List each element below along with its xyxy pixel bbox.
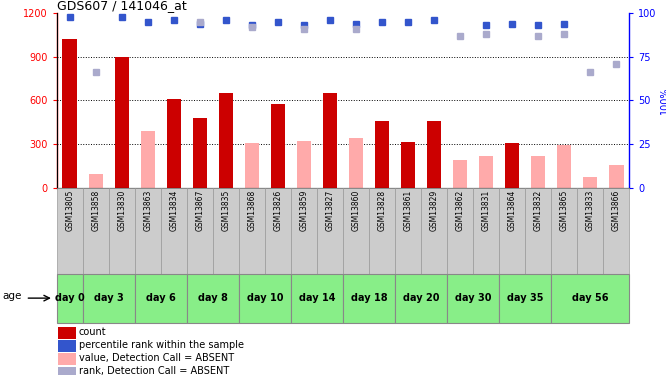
Text: day 6: day 6: [146, 293, 176, 303]
Bar: [577, 188, 603, 274]
Bar: [395, 274, 447, 322]
Text: GSM13830: GSM13830: [117, 190, 126, 231]
Bar: [473, 188, 500, 274]
Bar: [369, 188, 395, 274]
Bar: [531, 156, 545, 188]
Bar: [57, 188, 83, 274]
Y-axis label: 100%: 100%: [659, 87, 666, 114]
Text: GSM13862: GSM13862: [456, 190, 465, 231]
Text: GSM13834: GSM13834: [169, 190, 178, 231]
Text: GSM13827: GSM13827: [326, 190, 334, 231]
Bar: [135, 188, 161, 274]
Bar: [89, 174, 103, 188]
Text: GDS607 / 141046_at: GDS607 / 141046_at: [57, 0, 186, 12]
Text: GSM13828: GSM13828: [378, 190, 386, 231]
Text: GSM13832: GSM13832: [533, 190, 543, 231]
Text: GSM13859: GSM13859: [300, 190, 308, 231]
Bar: [186, 188, 213, 274]
Text: day 30: day 30: [455, 293, 492, 303]
Bar: [291, 274, 343, 322]
Bar: [83, 188, 109, 274]
Bar: [343, 274, 395, 322]
Text: day 0: day 0: [55, 293, 85, 303]
Bar: [135, 274, 186, 322]
Bar: [525, 188, 551, 274]
Text: GSM13867: GSM13867: [195, 190, 204, 231]
Bar: [239, 188, 265, 274]
Bar: [59, 354, 75, 365]
Bar: [109, 188, 135, 274]
Text: day 18: day 18: [351, 293, 388, 303]
Bar: [453, 160, 468, 188]
Bar: [271, 104, 285, 188]
Text: day 56: day 56: [572, 293, 609, 303]
Bar: [239, 274, 291, 322]
Bar: [161, 188, 186, 274]
Text: percentile rank within the sample: percentile rank within the sample: [79, 340, 244, 350]
Bar: [551, 188, 577, 274]
Text: day 14: day 14: [299, 293, 335, 303]
Bar: [291, 188, 317, 274]
Bar: [551, 274, 629, 322]
Text: GSM13829: GSM13829: [430, 190, 439, 231]
Text: age: age: [3, 291, 22, 301]
Bar: [244, 143, 259, 188]
Text: GSM13868: GSM13868: [247, 190, 256, 231]
Text: day 10: day 10: [246, 293, 283, 303]
Bar: [59, 340, 75, 352]
Text: GSM13860: GSM13860: [352, 190, 360, 231]
Bar: [218, 93, 233, 188]
Bar: [395, 188, 421, 274]
Bar: [59, 327, 75, 339]
Text: value, Detection Call = ABSENT: value, Detection Call = ABSENT: [79, 353, 234, 363]
Bar: [115, 57, 129, 188]
Bar: [349, 138, 363, 188]
Bar: [57, 274, 83, 322]
Bar: [447, 188, 473, 274]
Text: GSM13831: GSM13831: [482, 190, 491, 231]
Bar: [141, 131, 155, 188]
Text: GSM13861: GSM13861: [404, 190, 412, 231]
Bar: [63, 39, 77, 188]
Text: GSM13865: GSM13865: [560, 190, 569, 231]
Text: day 3: day 3: [94, 293, 124, 303]
Bar: [447, 274, 500, 322]
Bar: [583, 177, 597, 188]
Text: count: count: [79, 327, 107, 337]
Text: day 35: day 35: [507, 293, 543, 303]
Bar: [479, 156, 494, 188]
Bar: [192, 118, 207, 188]
Bar: [375, 122, 389, 188]
Bar: [343, 188, 369, 274]
Bar: [401, 142, 415, 188]
Bar: [297, 141, 311, 188]
Text: GSM13866: GSM13866: [612, 190, 621, 231]
Text: GSM13833: GSM13833: [586, 190, 595, 231]
Text: GSM13835: GSM13835: [221, 190, 230, 231]
Bar: [213, 188, 239, 274]
Text: day 8: day 8: [198, 293, 228, 303]
Bar: [83, 274, 135, 322]
Text: GSM13858: GSM13858: [91, 190, 100, 231]
Bar: [421, 188, 447, 274]
Bar: [59, 367, 75, 375]
Bar: [500, 188, 525, 274]
Text: rank, Detection Call = ABSENT: rank, Detection Call = ABSENT: [79, 366, 229, 375]
Bar: [317, 188, 343, 274]
Bar: [557, 146, 571, 188]
Bar: [265, 188, 291, 274]
Text: GSM13864: GSM13864: [507, 190, 517, 231]
Bar: [603, 188, 629, 274]
Bar: [186, 274, 239, 322]
Text: GSM13863: GSM13863: [143, 190, 153, 231]
Bar: [166, 99, 181, 188]
Text: GSM13826: GSM13826: [274, 190, 282, 231]
Bar: [500, 274, 551, 322]
Bar: [609, 165, 623, 188]
Bar: [427, 121, 442, 188]
Bar: [323, 93, 337, 188]
Text: day 20: day 20: [403, 293, 440, 303]
Text: GSM13805: GSM13805: [65, 190, 74, 231]
Bar: [505, 143, 519, 188]
